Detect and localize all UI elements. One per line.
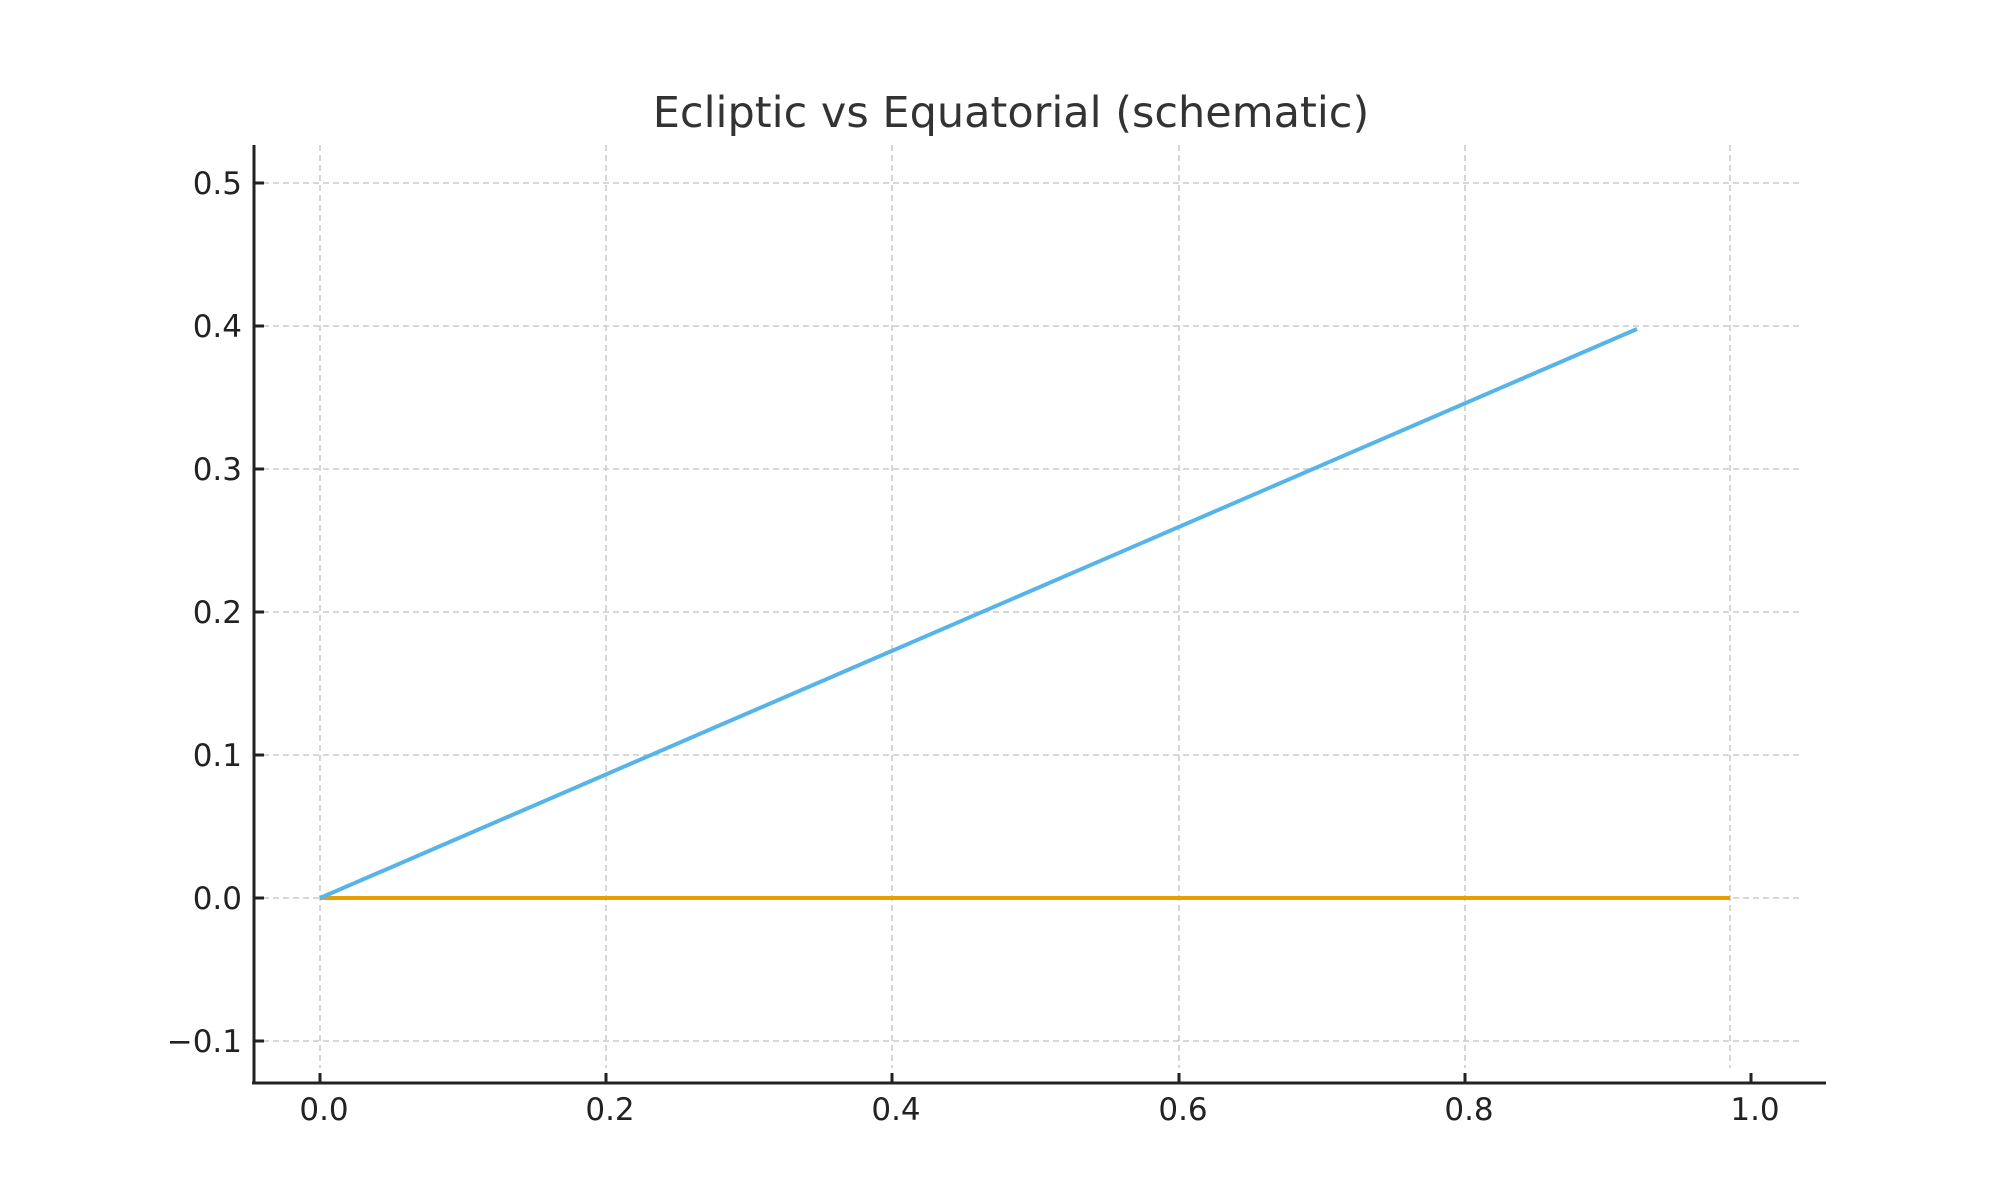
- axes-spines: [252, 145, 1826, 1085]
- x-tick-label: 1.0: [1730, 1092, 1779, 1128]
- x-tick-label: 0.2: [585, 1092, 634, 1128]
- tick-marks: [254, 181, 1753, 1083]
- y-tick-label: 0.1: [193, 738, 242, 774]
- y-tick-label: 0.4: [193, 309, 242, 345]
- x-tick-label: 0.6: [1158, 1092, 1207, 1128]
- x-tick-labels: 0.0 0.2 0.4 0.6 0.8 1.0: [299, 1092, 1779, 1128]
- y-tick-label: 0.2: [193, 595, 242, 631]
- y-tick-label: 0.5: [193, 166, 242, 202]
- x-tick-label: 0.0: [299, 1092, 348, 1128]
- y-tick-label: −0.1: [167, 1024, 242, 1060]
- x-tick-label: 0.8: [1444, 1092, 1493, 1128]
- x-tick-label: 0.4: [871, 1092, 920, 1128]
- y-tick-label: 0.3: [193, 452, 242, 488]
- grid: [253, 145, 1802, 1068]
- y-tick-label: 0.0: [193, 881, 242, 917]
- y-tick-labels: −0.1 0.0 0.1 0.2 0.3 0.4 0.5: [167, 166, 242, 1060]
- series-ecliptic-line: [319, 327, 1638, 900]
- chart-title: Ecliptic vs Equatorial (schematic): [653, 88, 1369, 138]
